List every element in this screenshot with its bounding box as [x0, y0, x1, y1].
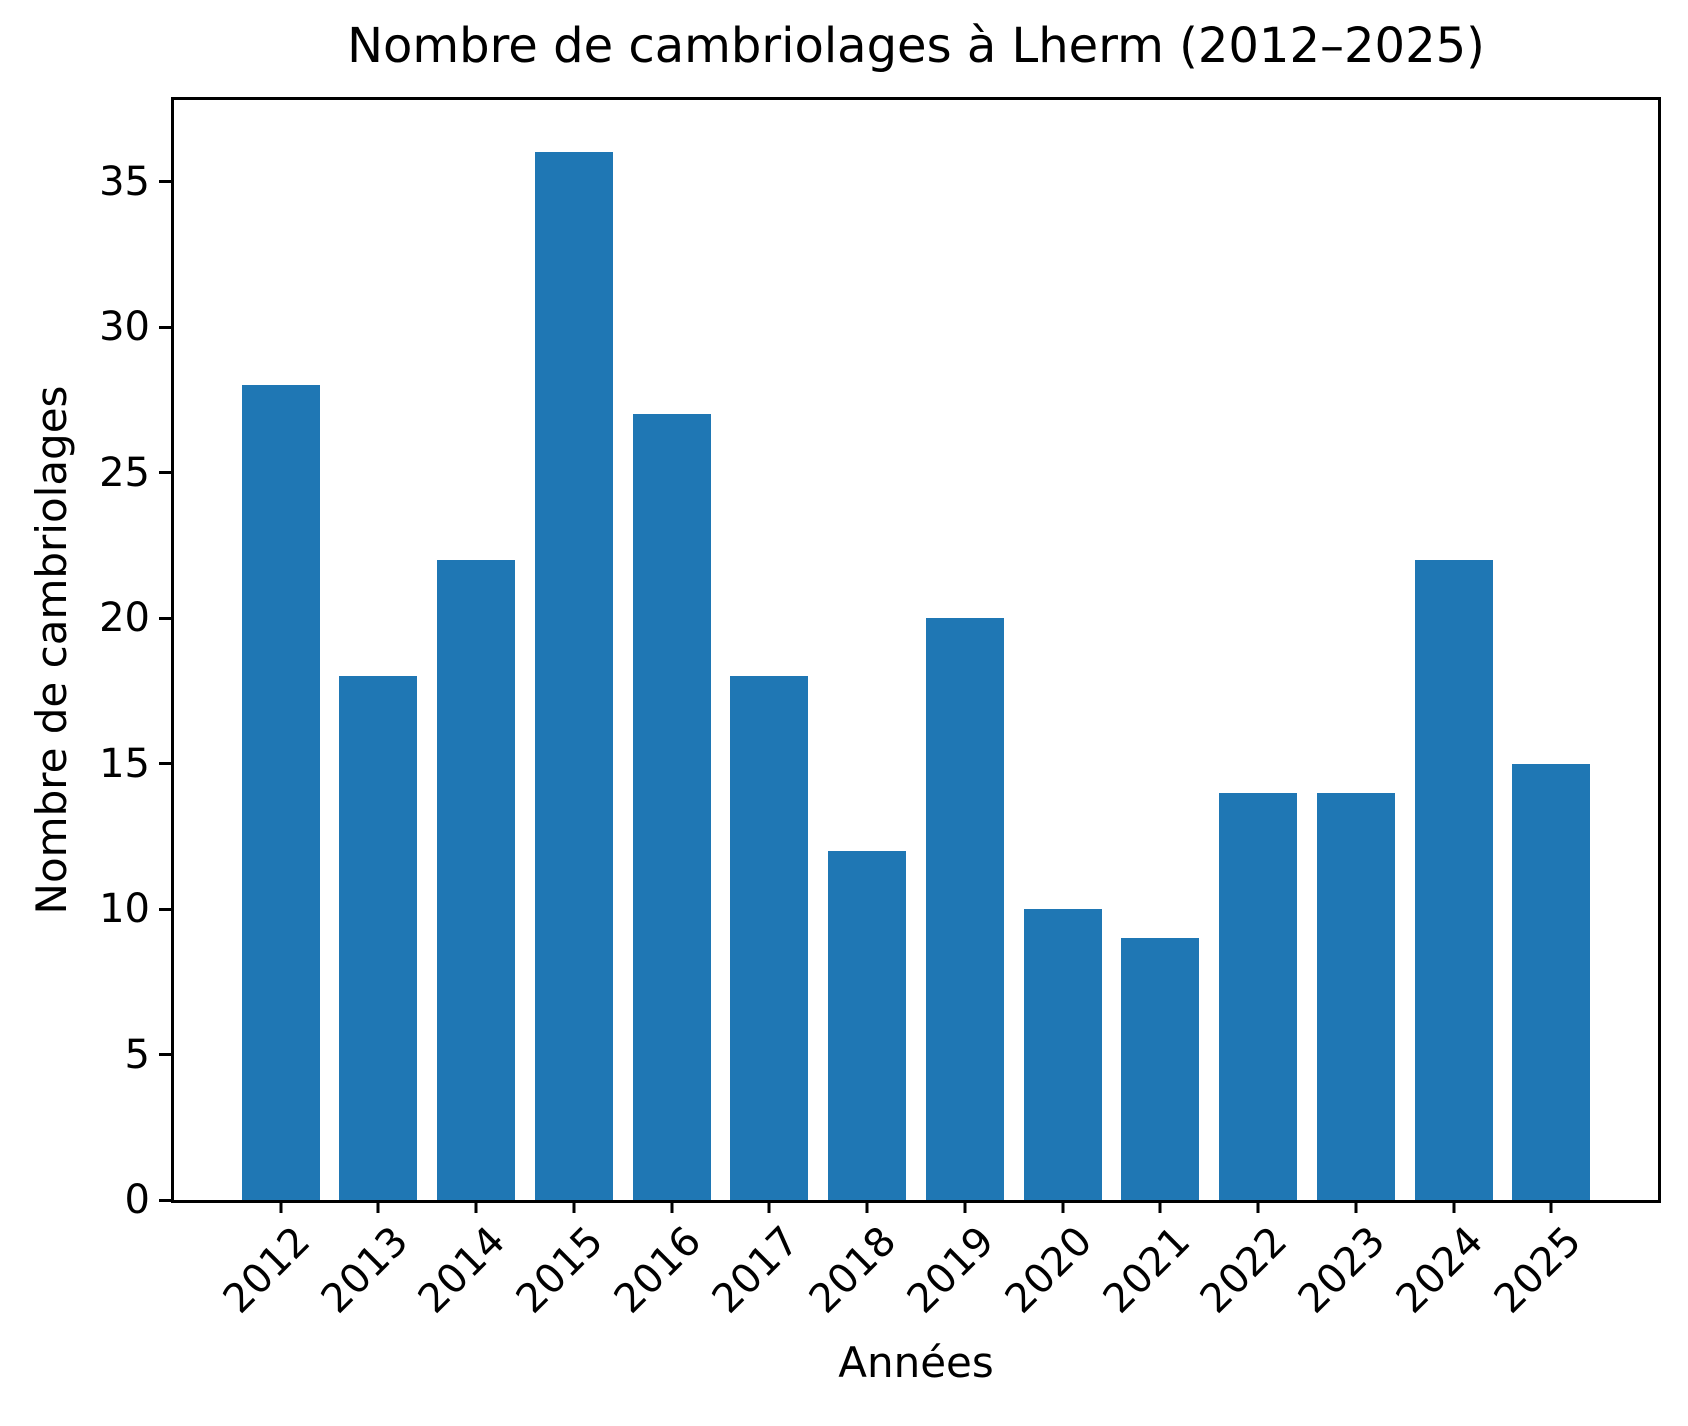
y-tick-label-5: 5: [124, 1031, 150, 1078]
chart-title: Nombre de cambriolages à Lherm (2012–202…: [347, 18, 1485, 74]
y-tick-mark-25: [159, 471, 174, 474]
x-tick-label-2021: 2021: [1094, 1217, 1199, 1323]
bar-2012: [241, 385, 320, 1200]
bar-2017: [730, 676, 809, 1200]
bar-2013: [339, 676, 418, 1200]
x-tick-label-2020: 2020: [996, 1217, 1101, 1323]
x-tick-mark-2013: [376, 1200, 380, 1213]
x-tick-mark-2014: [474, 1200, 478, 1213]
bar-2024: [1414, 559, 1493, 1200]
x-tick-mark-2018: [865, 1200, 869, 1213]
y-tick-label-10: 10: [99, 886, 150, 932]
bar-2015: [534, 152, 613, 1200]
plot-area: 0 5 10 15 20 25 30 35 2012 2013 2014 2015 2016 2017 20…: [99, 97, 1661, 1322]
x-tick-mark-2017: [767, 1200, 771, 1213]
x-tick-label-2022: 2022: [1192, 1217, 1297, 1323]
x-tick-mark-2023: [1354, 1200, 1358, 1213]
y-tick-label-0: 0: [124, 1177, 150, 1223]
x-tick-label-2018: 2018: [800, 1217, 906, 1323]
x-tick-label-2023: 2023: [1289, 1217, 1395, 1323]
x-tick-label-2024: 2024: [1387, 1217, 1493, 1323]
y-tick-label-25: 25: [99, 449, 150, 496]
x-tick-label-2016: 2016: [605, 1217, 710, 1323]
y-tick-mark-10: [159, 907, 174, 911]
x-tick-mark-2016: [670, 1200, 674, 1213]
x-axis-label: Années: [838, 1338, 994, 1387]
x-tick-label-2025: 2025: [1485, 1217, 1590, 1323]
x-tick-label-2015: 2015: [507, 1217, 613, 1323]
x-tick-mark-2021: [1158, 1200, 1162, 1213]
x-tick-label-2012: 2012: [214, 1217, 319, 1323]
x-tick-label-2019: 2019: [898, 1217, 1004, 1323]
y-tick-label-35: 35: [99, 158, 150, 205]
x-tick-label-2014: 2014: [409, 1217, 515, 1323]
y-tick-label-15: 15: [99, 740, 150, 787]
y-tick-mark-5: [159, 1053, 174, 1056]
bar-2019: [925, 618, 1004, 1200]
bar-2022: [1219, 792, 1298, 1200]
y-tick-mark-30: [159, 325, 174, 329]
y-tick-mark-20: [159, 616, 174, 620]
x-tick-mark-2012: [279, 1200, 283, 1213]
x-tick-mark-2024: [1452, 1200, 1456, 1213]
bar-2023: [1316, 792, 1395, 1200]
bar-2016: [632, 414, 711, 1200]
x-tick-mark-2022: [1256, 1200, 1260, 1213]
x-tick-label-2013: 2013: [312, 1217, 417, 1323]
y-axis-label: Nombre de cambriolages: [27, 385, 76, 915]
bar-2018: [828, 850, 907, 1200]
x-tick-label-2017: 2017: [703, 1217, 808, 1323]
x-tick-mark-2015: [572, 1200, 576, 1213]
bar-2025: [1512, 763, 1591, 1200]
bar-2014: [437, 559, 516, 1200]
y-tick-mark-15: [159, 762, 174, 765]
y-tick-label-30: 30: [99, 304, 150, 350]
y-tick-mark-35: [159, 180, 174, 183]
y-tick-mark-0: [159, 1198, 174, 1202]
x-tick-mark-2019: [963, 1200, 967, 1213]
y-tick-label-20: 20: [99, 595, 150, 641]
bar-2021: [1121, 938, 1200, 1200]
x-tick-mark-2020: [1061, 1200, 1065, 1213]
bar-2020: [1023, 909, 1102, 1200]
x-tick-mark-2025: [1549, 1200, 1553, 1213]
